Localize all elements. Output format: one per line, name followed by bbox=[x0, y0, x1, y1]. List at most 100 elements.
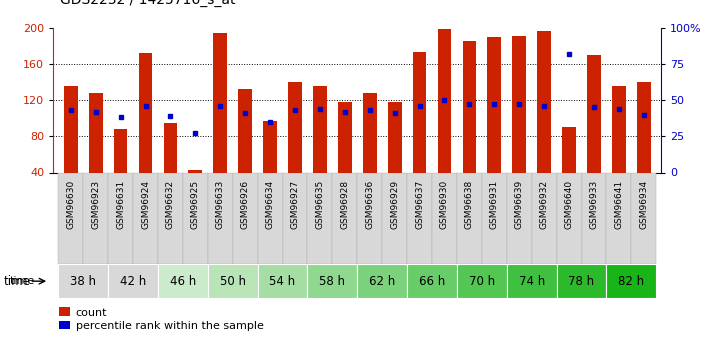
Bar bbox=[432, 172, 457, 264]
Bar bbox=[482, 172, 507, 264]
Bar bbox=[208, 172, 232, 264]
Text: 74 h: 74 h bbox=[518, 275, 545, 288]
Bar bbox=[612, 86, 626, 172]
Bar bbox=[606, 172, 631, 264]
Text: GSM96929: GSM96929 bbox=[390, 180, 399, 229]
Text: 54 h: 54 h bbox=[269, 275, 296, 288]
Legend: count, percentile rank within the sample: count, percentile rank within the sample bbox=[59, 307, 263, 331]
Bar bbox=[158, 172, 183, 264]
Text: GSM96933: GSM96933 bbox=[589, 180, 599, 229]
Bar bbox=[213, 33, 227, 172]
Bar bbox=[158, 264, 208, 298]
Text: GSM96925: GSM96925 bbox=[191, 180, 200, 229]
Bar bbox=[257, 264, 307, 298]
Text: 50 h: 50 h bbox=[220, 275, 246, 288]
Bar bbox=[58, 172, 83, 264]
Bar bbox=[557, 264, 606, 298]
Bar bbox=[357, 172, 383, 264]
Bar bbox=[587, 55, 601, 172]
Bar bbox=[133, 172, 158, 264]
Text: GSM96641: GSM96641 bbox=[614, 180, 624, 229]
Bar bbox=[463, 41, 476, 172]
Bar bbox=[407, 172, 432, 264]
Bar bbox=[457, 264, 507, 298]
Bar bbox=[238, 89, 252, 172]
Bar bbox=[538, 31, 551, 173]
Bar bbox=[557, 172, 582, 264]
Bar bbox=[108, 264, 158, 298]
Bar bbox=[488, 37, 501, 172]
Bar bbox=[139, 53, 152, 172]
Bar bbox=[208, 264, 257, 298]
Bar bbox=[387, 102, 402, 172]
Text: GSM96638: GSM96638 bbox=[465, 180, 474, 229]
Text: GSM96630: GSM96630 bbox=[66, 180, 75, 229]
Text: GSM96931: GSM96931 bbox=[490, 180, 499, 229]
Text: 70 h: 70 h bbox=[469, 275, 495, 288]
Bar bbox=[438, 29, 451, 172]
Text: GSM96923: GSM96923 bbox=[91, 180, 100, 229]
Bar bbox=[83, 172, 108, 264]
Text: GSM96634: GSM96634 bbox=[266, 180, 274, 229]
Bar bbox=[164, 123, 177, 172]
Text: GSM96635: GSM96635 bbox=[316, 180, 324, 229]
Text: GSM96640: GSM96640 bbox=[565, 180, 574, 229]
Text: 42 h: 42 h bbox=[120, 275, 146, 288]
Text: GSM96928: GSM96928 bbox=[341, 180, 349, 229]
Bar bbox=[507, 172, 532, 264]
Text: GSM96632: GSM96632 bbox=[166, 180, 175, 229]
Bar bbox=[582, 172, 606, 264]
Bar bbox=[282, 172, 307, 264]
Text: GSM96636: GSM96636 bbox=[365, 180, 374, 229]
Bar bbox=[412, 52, 427, 172]
Text: GDS2232 / 1425716_s_at: GDS2232 / 1425716_s_at bbox=[60, 0, 236, 7]
Bar bbox=[183, 172, 208, 264]
Text: time: time bbox=[4, 275, 31, 288]
Bar bbox=[263, 121, 277, 172]
Bar bbox=[64, 87, 77, 172]
Bar bbox=[307, 172, 332, 264]
Bar bbox=[188, 170, 202, 172]
Bar bbox=[338, 102, 352, 172]
Bar bbox=[108, 172, 133, 264]
Bar bbox=[606, 264, 656, 298]
Bar bbox=[89, 93, 102, 172]
Text: 78 h: 78 h bbox=[568, 275, 594, 288]
Bar bbox=[58, 264, 108, 298]
Bar bbox=[332, 172, 357, 264]
Text: GSM96927: GSM96927 bbox=[291, 180, 299, 229]
Text: GSM96932: GSM96932 bbox=[540, 180, 549, 229]
Bar bbox=[513, 36, 526, 172]
Bar bbox=[407, 264, 457, 298]
Bar bbox=[357, 264, 407, 298]
Text: 38 h: 38 h bbox=[70, 275, 96, 288]
Bar bbox=[288, 82, 302, 172]
Bar bbox=[307, 264, 357, 298]
Bar bbox=[457, 172, 482, 264]
Bar bbox=[562, 127, 576, 172]
Text: GSM96633: GSM96633 bbox=[215, 180, 225, 229]
Text: GSM96631: GSM96631 bbox=[116, 180, 125, 229]
Text: 66 h: 66 h bbox=[419, 275, 445, 288]
Text: 82 h: 82 h bbox=[619, 275, 644, 288]
Text: GSM96639: GSM96639 bbox=[515, 180, 524, 229]
Text: 62 h: 62 h bbox=[369, 275, 395, 288]
Bar bbox=[313, 87, 327, 172]
Text: 58 h: 58 h bbox=[319, 275, 346, 288]
Bar bbox=[232, 172, 257, 264]
Text: GSM96637: GSM96637 bbox=[415, 180, 424, 229]
Bar bbox=[383, 172, 407, 264]
Bar bbox=[363, 93, 377, 172]
Bar bbox=[631, 172, 656, 264]
Bar bbox=[637, 82, 651, 172]
Text: time: time bbox=[10, 276, 35, 286]
Bar bbox=[507, 264, 557, 298]
Bar bbox=[114, 129, 127, 172]
Text: 46 h: 46 h bbox=[170, 275, 196, 288]
Text: GSM96924: GSM96924 bbox=[141, 180, 150, 229]
Bar bbox=[257, 172, 282, 264]
Text: GSM96930: GSM96930 bbox=[440, 180, 449, 229]
Bar bbox=[532, 172, 557, 264]
Text: GSM96934: GSM96934 bbox=[639, 180, 648, 229]
Text: GSM96926: GSM96926 bbox=[240, 180, 250, 229]
